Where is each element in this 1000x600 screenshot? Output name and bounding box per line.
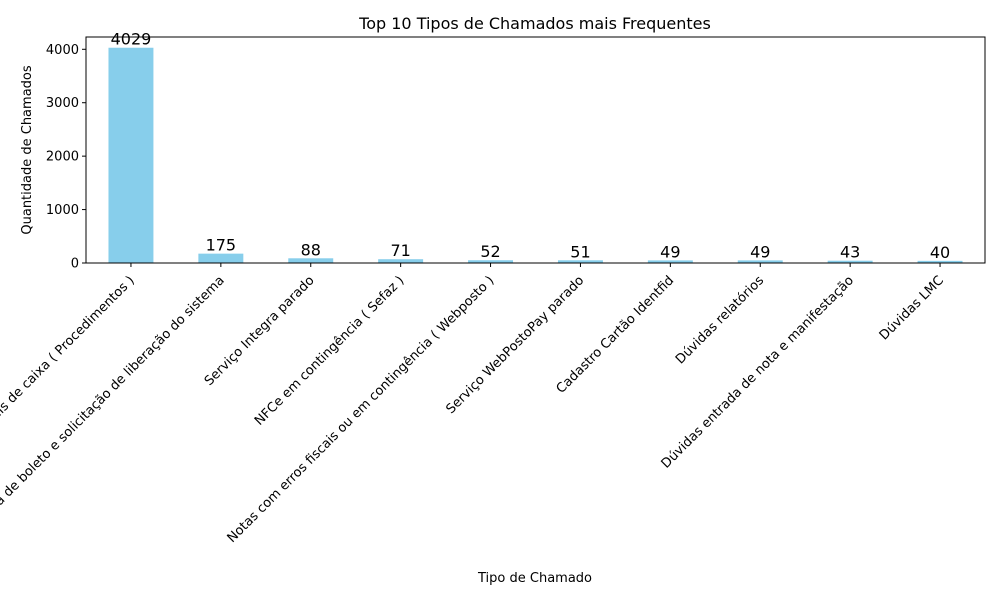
- bar-value-label: 51: [570, 242, 590, 261]
- bar: [198, 253, 244, 263]
- bar: [647, 260, 693, 263]
- bar: [108, 47, 154, 263]
- bar: [468, 260, 514, 263]
- x-axis-label: Tipo de Chamado: [477, 571, 592, 586]
- bar: [288, 258, 334, 263]
- x-tick-label: Baixa de boleto e solicitação de liberaç…: [0, 273, 228, 529]
- x-tick-label: NFCe em contingência ( Sefaz ): [252, 273, 407, 428]
- y-axis-label: Quantidade de Chamados: [20, 65, 35, 234]
- plot-area: 010002000300040004029Dúvidas gerais de c…: [0, 30, 963, 546]
- bar: [557, 260, 603, 263]
- y-tick-label: 1000: [46, 203, 79, 218]
- y-tick-label: 0: [71, 257, 79, 272]
- bar-value-label: 43: [840, 243, 860, 262]
- y-tick-label: 2000: [46, 150, 79, 165]
- x-tick-label: Dúvidas LMC: [877, 273, 947, 343]
- x-tick-label: Dúvidas relatórios: [673, 273, 767, 367]
- y-tick-label: 3000: [46, 96, 79, 111]
- bar: [737, 260, 783, 263]
- x-tick-label: Dúvidas entrada de nota e manifestação: [659, 273, 857, 471]
- bar-value-label: 49: [660, 242, 680, 261]
- bar: [378, 259, 424, 263]
- bar-value-label: 49: [750, 242, 770, 261]
- bar: [827, 260, 873, 263]
- bar-value-label: 175: [206, 236, 237, 255]
- plot-frame: [85, 36, 986, 264]
- y-tick-label: 4000: [46, 43, 79, 58]
- bar-value-label: 88: [301, 240, 321, 259]
- bar-value-label: 52: [480, 242, 500, 261]
- bar: [917, 260, 963, 263]
- bar-value-label: 40: [930, 243, 950, 262]
- chart-title: Top 10 Tipos de Chamados mais Frequentes: [358, 14, 711, 33]
- bar-value-label: 71: [390, 241, 410, 260]
- bar-value-label: 4029: [111, 30, 152, 49]
